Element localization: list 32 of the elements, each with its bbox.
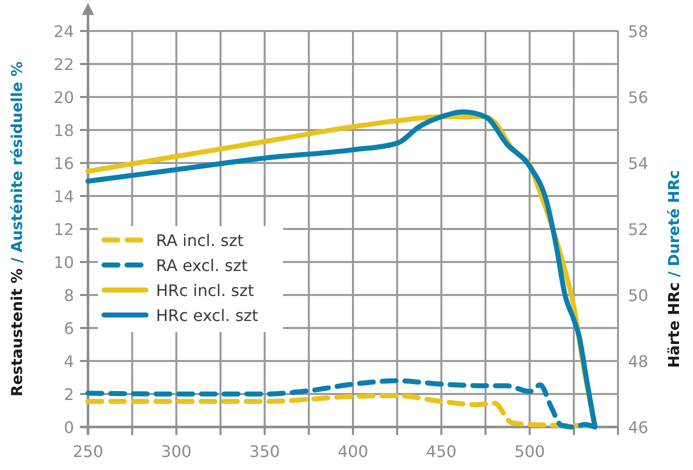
legend-label: HRc excl. szt (156, 306, 258, 325)
x-tick-label: 500 (514, 442, 545, 461)
y2-tick-label: 48 (628, 352, 648, 371)
y-tick-label: 22 (54, 55, 74, 74)
y2-tick-label: 54 (628, 154, 648, 173)
y-tick-label: 10 (54, 253, 74, 272)
y-tick-label: 18 (54, 121, 74, 140)
x-tick-label: 400 (338, 442, 368, 461)
x-tick-label: 350 (249, 442, 280, 461)
x-tick-label: 300 (161, 442, 192, 461)
y2-axis-title: Härte HRc / Dureté HRc (665, 170, 683, 368)
y-tick-label: 6 (64, 319, 74, 338)
legend-label: RA excl. szt (156, 256, 248, 275)
y2-tick-label: 46 (628, 418, 648, 437)
y-tick-label: 2 (64, 385, 74, 404)
y2-tick-label: 50 (628, 286, 648, 305)
y-tick-label: 16 (54, 154, 74, 173)
y-tick-label: 8 (64, 286, 74, 305)
y-tick-label: 20 (54, 88, 74, 107)
y-tick-label: 0 (64, 418, 74, 437)
x-tick-label: 250 (72, 442, 104, 461)
x-tick-label: 450 (426, 442, 457, 461)
y-tick-label: 12 (54, 220, 74, 239)
legend-label: RA incl. szt (156, 231, 244, 250)
legend-label: HRc incl. szt (156, 281, 254, 300)
y2-tick-label: 52 (628, 220, 648, 239)
y-tick-label: 4 (64, 352, 74, 371)
y2-tick-label: 58 (628, 22, 648, 41)
y-tick-label: 24 (54, 22, 74, 41)
y2-tick-label: 56 (628, 88, 648, 107)
y-axis-title: Restaustenit % / Austénite résiduelle % (8, 62, 26, 396)
y-tick-label: 14 (54, 187, 74, 206)
